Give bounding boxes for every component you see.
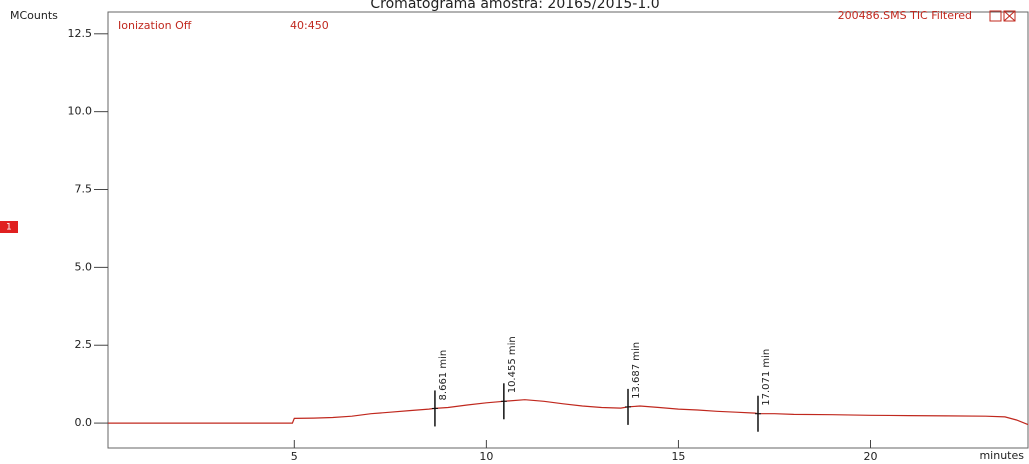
x-tick-label: 5 [291,450,298,463]
y-tick-label: 7.5 [75,183,93,196]
ionization-note: Ionization Off [118,19,192,32]
close-cross [1003,10,1016,22]
trace-name: 200486.SMS TIC Filtered [838,9,972,22]
y-axis-label: MCounts [10,9,58,22]
y-tick-label: 0.0 [75,416,93,429]
y-tick-label: 5.0 [75,260,93,273]
peak-label: 10.455 min [507,336,518,393]
y-tick-label: 12.5 [68,27,93,40]
x-axis-label: minutes [979,449,1024,462]
badge [0,221,18,233]
y-tick-label: 2.5 [75,338,93,351]
mass-range: 40:450 [290,19,329,32]
chart-title: Cromatograma amostra: 20165/2015-1.0 [370,0,659,12]
x-tick-label: 15 [671,450,685,463]
y-tick-label: 10.0 [68,105,93,118]
peak-label: 13.687 min [631,342,642,399]
x-tick-label: 10 [479,450,493,463]
x-tick-label: 20 [864,450,878,463]
close-icon[interactable] [1003,10,1016,22]
window-icon[interactable] [989,10,1002,22]
trace-line [108,399,1029,426]
plot-frame [107,11,1029,449]
badge-text: 1 [6,223,12,233]
peak-label: 8.661 min [438,350,449,401]
peak-label: 17.071 min [761,349,772,406]
